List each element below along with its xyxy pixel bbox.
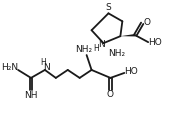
Text: N: N [98, 40, 105, 49]
Text: S: S [106, 3, 111, 12]
Text: HO: HO [124, 67, 138, 76]
Text: HO: HO [148, 38, 162, 47]
Text: NH₂: NH₂ [108, 49, 125, 58]
Text: H: H [94, 44, 99, 53]
Text: H₂N: H₂N [2, 64, 19, 72]
Text: O: O [144, 18, 151, 27]
Text: NH: NH [24, 91, 38, 100]
Polygon shape [120, 34, 135, 36]
Text: H: H [40, 58, 46, 68]
Text: NH₂: NH₂ [75, 45, 92, 54]
Text: O: O [107, 90, 114, 99]
Text: N: N [43, 64, 50, 72]
